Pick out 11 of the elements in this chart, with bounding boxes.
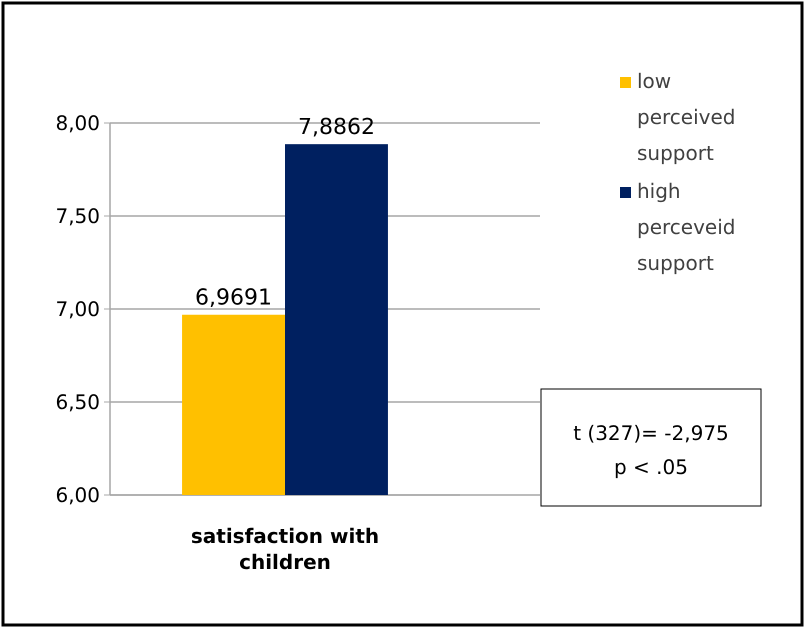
- text: p < .05: [614, 455, 688, 479]
- x-tick-label: satisfaction with children: [190, 524, 380, 574]
- y-tick-label: 8,00: [55, 111, 100, 135]
- legend-label: high perceveid support: [637, 179, 736, 275]
- y-tick-label: 6,00: [55, 483, 100, 507]
- text: t (327)= -2,975: [573, 421, 729, 445]
- data-label: 7,8862: [298, 115, 375, 140]
- data-label: 6,9691: [195, 286, 272, 311]
- y-tick-label: 6,50: [55, 390, 100, 414]
- y-tick-label: 7,00: [55, 297, 100, 321]
- y-tick-label: 7,50: [55, 204, 100, 228]
